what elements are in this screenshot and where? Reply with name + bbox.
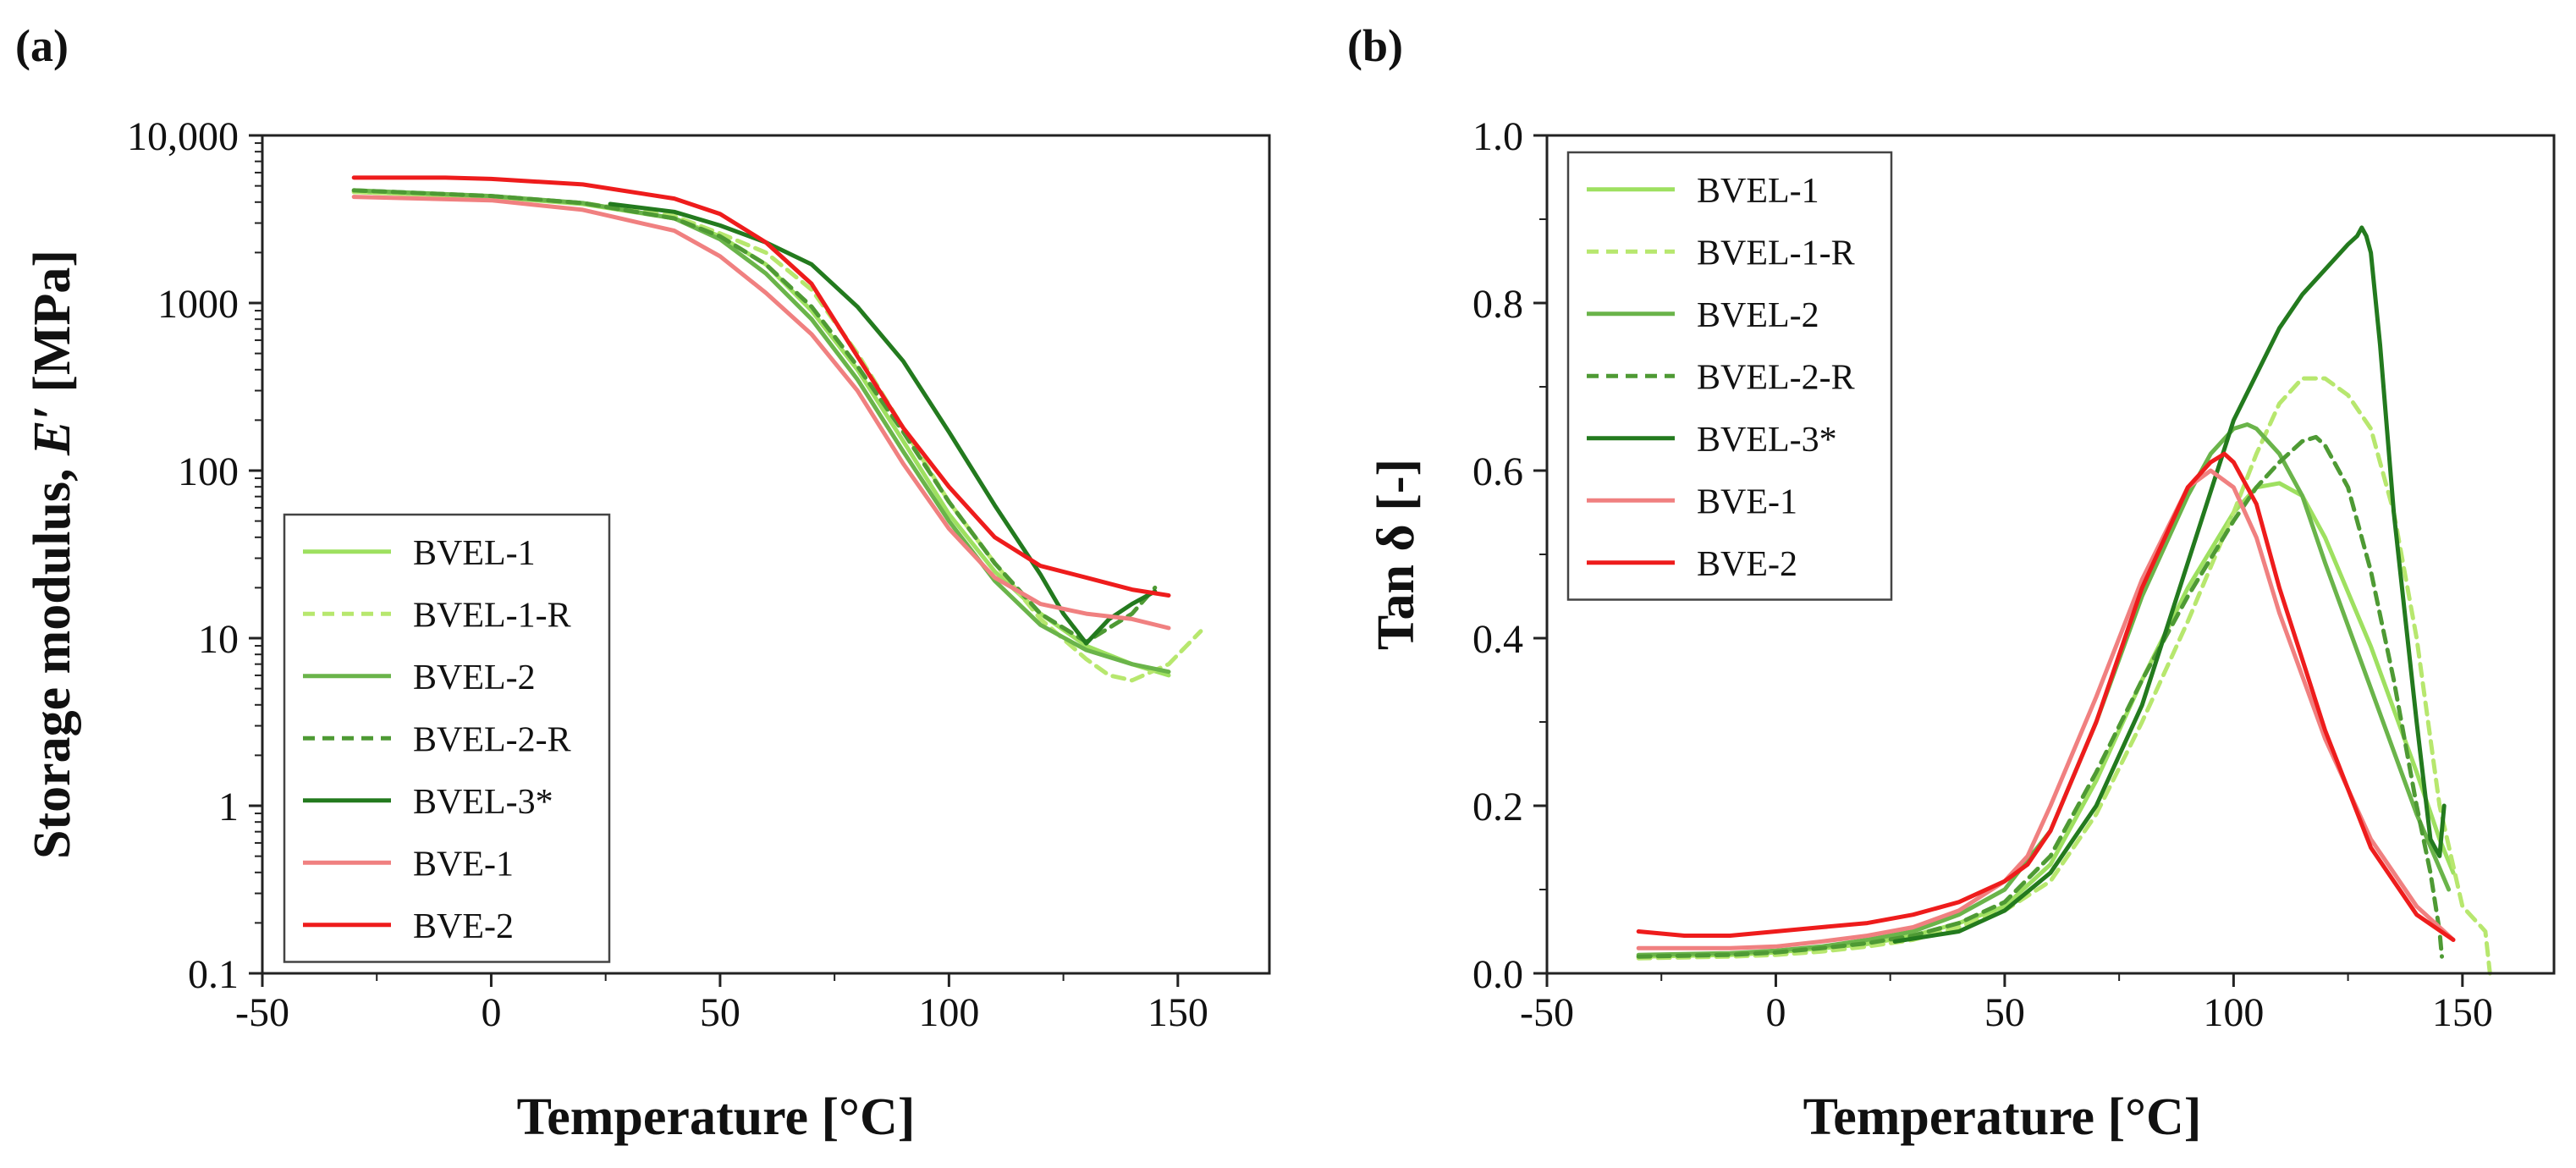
- x-tick-label-b: 50: [1984, 990, 2025, 1035]
- x-axis-title-a: Temperature [°C]: [517, 1088, 916, 1146]
- x-tick-label-a: 100: [918, 990, 979, 1035]
- x-tick-label-b: 100: [2203, 990, 2264, 1035]
- series-line-b-bve-1: [1636, 468, 2456, 950]
- legend-label-a: BVEL-1: [413, 534, 536, 573]
- panel-label-a: (a): [15, 20, 69, 71]
- legend-label-b: BVEL-2: [1697, 296, 1819, 335]
- legend-box-a: [283, 513, 611, 963]
- legend-label-a: BVE-1: [413, 845, 514, 884]
- x-tick-label-a: -50: [235, 990, 289, 1035]
- y-axis-title-a-symbol: E′: [24, 405, 81, 456]
- y-tick-label-a: 1000: [157, 282, 239, 327]
- axes-a-ticks: -50 0 50 100 150 0.1 1 10 100 1000 10,000: [127, 114, 1208, 1035]
- series-line-b-bve-2: [1636, 451, 2456, 942]
- y-tick-label-a: 100: [178, 449, 239, 494]
- y-tick-label-a: 0.1: [188, 952, 239, 997]
- series-line-b-bvel-3-: [1892, 225, 2447, 944]
- axes-b-ticks: -50 0 50 100 150 0.0 0.2 0.4 0.6 0.8 1.0: [1472, 114, 2493, 1035]
- x-tick-label-a: 0: [481, 990, 501, 1035]
- panel-b: (b) -50 0 50 100 150 0.0 0.2 0.4 0.6 0.8 1.0 Tempe…: [1347, 20, 2556, 1146]
- x-tick-label-b: 150: [2432, 990, 2493, 1035]
- series-line-b-bvel-2: [1636, 422, 2452, 957]
- legend-label-b: BVEL-2-R: [1697, 358, 1855, 397]
- y-tick-label-b: 0.8: [1472, 282, 1523, 327]
- legend-label-b: BVEL-1: [1697, 172, 1819, 211]
- y-tick-label-a: 10,000: [127, 114, 239, 159]
- y-tick-label-a: 10: [198, 617, 239, 662]
- legend-label-b: BVE-2: [1697, 545, 1797, 584]
- series-line-a-bve-2: [351, 175, 1171, 598]
- y-tick-label-b: 0.0: [1472, 952, 1523, 997]
- series-line-a-bvel-3-: [608, 201, 1158, 646]
- series-group-b: [1636, 225, 2492, 976]
- panel-label-b: (b): [1347, 20, 1403, 71]
- legend-a: BVEL-1 BVEL-1-R BVEL-2 BVEL-2-R BVEL-3* BVE-1…: [283, 513, 611, 963]
- y-axis-title-a: Storage modulus, E′ [MPa]: [24, 250, 81, 859]
- y-axis-title-a-prefix: Storage modulus,: [24, 455, 81, 859]
- x-axis-title-b: Temperature [°C]: [1803, 1088, 2202, 1146]
- legend-label-a: BVEL-2: [413, 658, 536, 697]
- legend-label-a: BVEL-2-R: [413, 720, 571, 759]
- legend-label-b: BVEL-1-R: [1697, 234, 1855, 273]
- panel-a: (a) -50 0 50 100 150 0.1 1 10 100 1000 10,000 Temp…: [15, 20, 1271, 1146]
- series-line-a-bvel-2-r: [351, 188, 1158, 644]
- legend-label-b: BVEL-3*: [1697, 421, 1837, 460]
- x-tick-label-a: 50: [700, 990, 740, 1035]
- y-tick-label-b: 0.4: [1472, 617, 1523, 662]
- x-tick-label-b: 0: [1765, 990, 1786, 1035]
- legend-label-a: BVEL-3*: [413, 783, 553, 822]
- y-tick-label-a: 1: [218, 785, 239, 829]
- x-tick-label-a: 150: [1148, 990, 1208, 1035]
- y-axis-title-a-suffix: [MPa]: [24, 250, 81, 405]
- y-axis-title-b: Tan δ [-]: [1368, 459, 1425, 650]
- legend-box-b: [1566, 151, 1893, 601]
- x-tick-label-b: -50: [1520, 990, 1574, 1035]
- series-line-b-bvel-2-r: [1636, 434, 2444, 959]
- series-line-a-bve-1: [351, 195, 1171, 631]
- legend-label-a: BVEL-1-R: [413, 596, 571, 635]
- legend-b: BVEL-1 BVEL-1-R BVEL-2 BVEL-2-R BVEL-3* BVE-1…: [1566, 151, 1893, 601]
- plot-frame-b: [1545, 134, 2556, 975]
- y-tick-label-b: 0.2: [1472, 785, 1523, 829]
- y-tick-label-b: 0.6: [1472, 449, 1523, 494]
- plot-frame-a: [261, 134, 1271, 975]
- y-tick-label-b: 1.0: [1472, 114, 1523, 159]
- series-line-b-bvel-1-r: [1636, 376, 2492, 976]
- series-group-a: [351, 175, 1203, 683]
- legend-label-a: BVE-2: [413, 907, 514, 946]
- legend-label-b: BVE-1: [1697, 482, 1797, 521]
